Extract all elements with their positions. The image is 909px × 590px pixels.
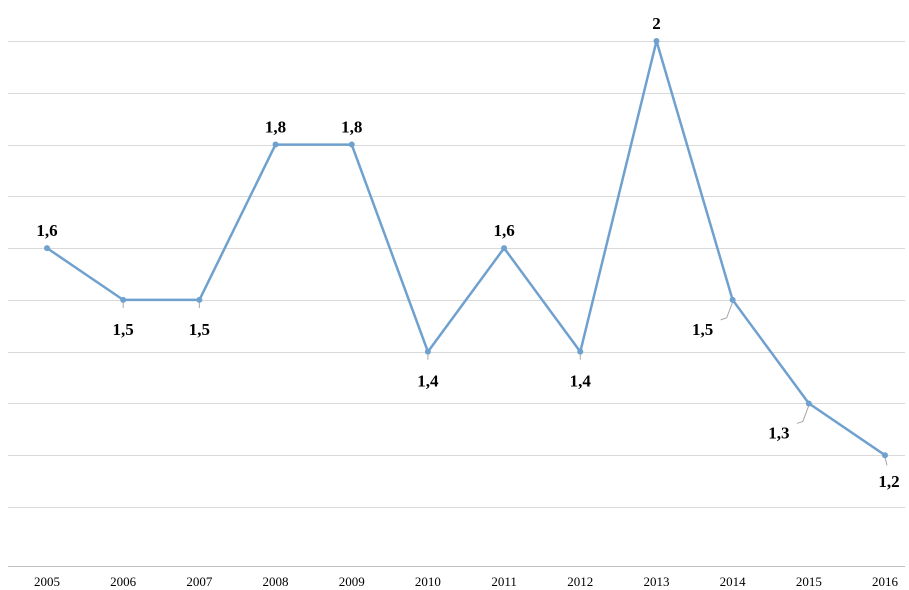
data-label: 1,5 <box>692 320 713 339</box>
x-tick-label: 2007 <box>186 574 213 589</box>
leader-line <box>796 405 810 424</box>
data-label: 1,4 <box>417 372 439 391</box>
x-tick-label: 2005 <box>34 574 60 589</box>
gridlines <box>8 41 905 508</box>
data-points <box>44 38 888 459</box>
data-point <box>653 38 660 44</box>
x-tick-label: 2010 <box>415 574 441 589</box>
data-point <box>196 296 203 303</box>
data-label: 1,5 <box>113 320 134 339</box>
data-point <box>805 400 812 407</box>
x-tick-label: 2008 <box>263 574 289 589</box>
data-point <box>44 245 50 252</box>
x-tick-label: 2015 <box>796 574 822 589</box>
x-tick-label: 2013 <box>643 574 669 589</box>
x-tick-label: 2009 <box>339 574 365 589</box>
data-point <box>348 141 355 148</box>
leader-line <box>720 301 734 321</box>
data-label: 1,5 <box>189 320 210 339</box>
series-line <box>46 39 886 457</box>
x-tick-labels: 2005 2006 2007 2008 2009 2010 2011 2012 2013 2014… <box>34 574 899 589</box>
data-label: 1,6 <box>493 221 514 240</box>
data-label: 1,8 <box>265 118 286 137</box>
data-point <box>272 141 279 148</box>
data-point <box>501 245 508 252</box>
x-tick-label: 2011 <box>491 574 517 589</box>
x-tick-label: 2012 <box>567 574 593 589</box>
leader-line <box>884 457 888 466</box>
data-label: 1,6 <box>36 221 57 240</box>
data-label: 2 <box>652 14 661 33</box>
data-label: 1,2 <box>878 472 899 491</box>
data-labels: 1,6 1,5 1,5 1,8 1,8 1,4 1,6 1,4 2 1,5 1,3 1,2 <box>36 14 899 491</box>
x-tick-label: 2006 <box>110 574 137 589</box>
data-label: 1,3 <box>768 423 789 442</box>
data-point <box>729 296 736 303</box>
data-point <box>882 452 888 459</box>
data-point <box>577 348 584 355</box>
label-leader-lines <box>122 301 888 466</box>
data-point <box>120 296 127 303</box>
x-tick-label: 2014 <box>720 574 747 589</box>
data-point <box>424 348 431 355</box>
data-label: 1,8 <box>341 118 362 137</box>
data-label: 1,4 <box>570 372 592 391</box>
x-tick-label: 2016 <box>872 574 899 589</box>
